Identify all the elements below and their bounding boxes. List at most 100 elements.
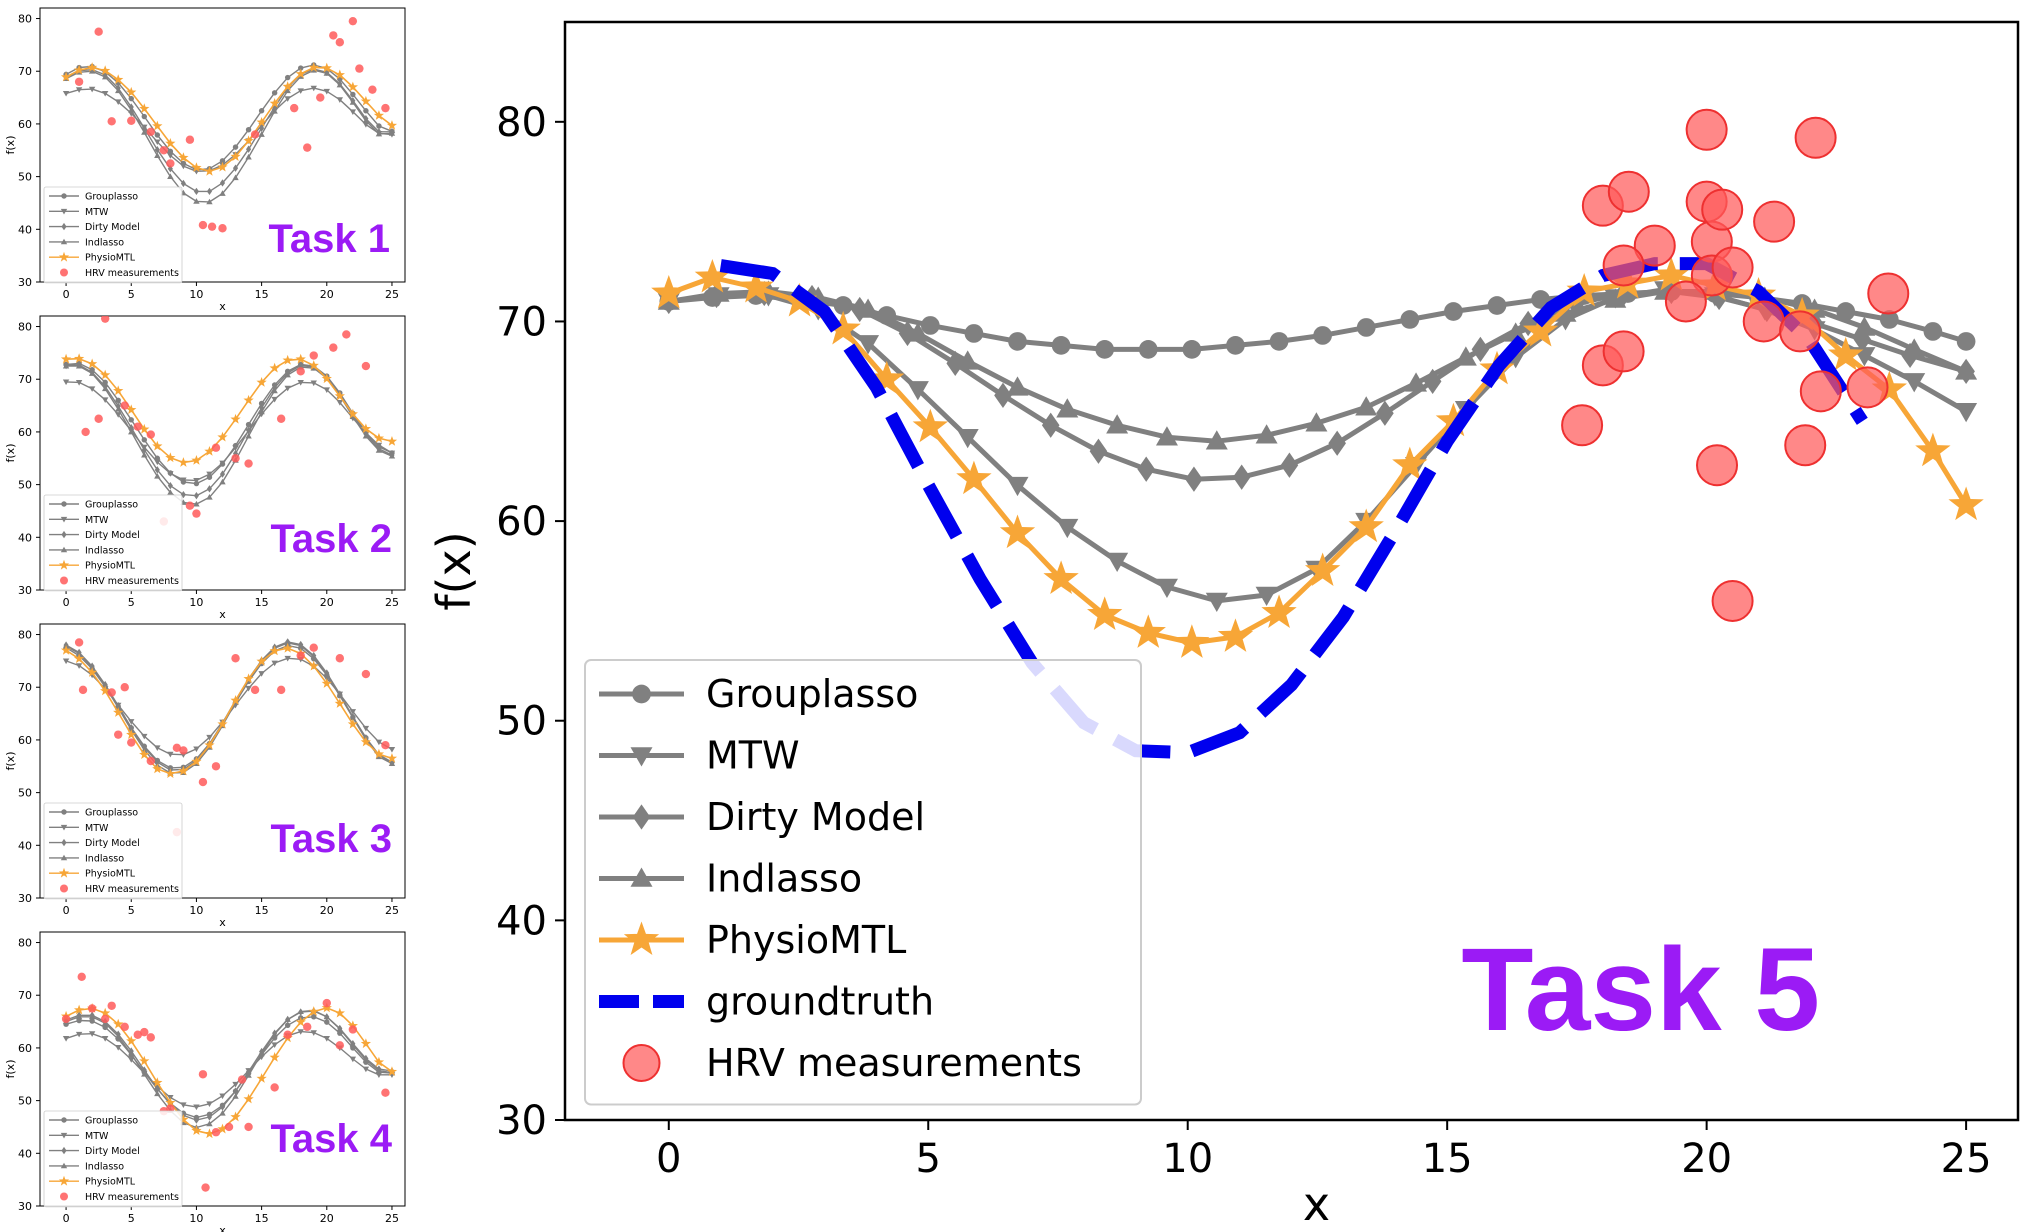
legend-marker	[61, 1117, 67, 1123]
legend-item-physiomtl: PhysioMTL	[599, 918, 906, 962]
x-tick-label: 5	[916, 1136, 941, 1182]
data-point	[1174, 624, 1210, 658]
hrv-point	[368, 85, 377, 94]
y-tick-label: 80	[18, 937, 32, 950]
legend-item-hrv-measurements: HRV measurements	[60, 1192, 179, 1203]
data-point	[259, 404, 265, 412]
legend-item-hrv-measurements: HRV measurements	[60, 884, 179, 895]
x-tick-label: 0	[63, 904, 70, 917]
hrv-point	[87, 1004, 97, 1013]
data-point	[362, 122, 370, 128]
data-point	[362, 1066, 370, 1073]
data-point	[193, 500, 200, 507]
hrv-point	[322, 998, 331, 1008]
data-point	[193, 187, 199, 196]
data-point	[1269, 332, 1289, 351]
data-point	[375, 1067, 383, 1073]
data-point	[245, 421, 252, 428]
legend-label: Grouplasso	[85, 808, 138, 819]
data-point	[167, 481, 173, 490]
data-point	[232, 1093, 239, 1099]
hrv-point	[127, 116, 136, 125]
data-point	[321, 1002, 332, 1013]
data-point	[115, 99, 122, 105]
data-point	[87, 358, 98, 369]
hrv-point	[237, 1075, 247, 1084]
y-tick-label: 80	[18, 629, 32, 642]
data-point	[204, 1128, 215, 1139]
legend-marker	[58, 559, 70, 570]
data-point	[1232, 464, 1251, 490]
data-point	[101, 397, 109, 403]
x-axis-label: x	[219, 300, 226, 313]
x-tick-label: 20	[320, 288, 334, 301]
data-point	[60, 353, 72, 364]
series-grouplasso	[63, 642, 395, 771]
data-point	[152, 1077, 163, 1088]
hrv-point	[120, 683, 129, 692]
y-tick-label: 70	[18, 681, 32, 694]
data-point	[308, 360, 319, 370]
series-hrv-measurements	[74, 638, 390, 837]
x-tick-label: 5	[128, 596, 135, 609]
data-point	[167, 489, 174, 495]
data-point	[128, 428, 135, 435]
series-physiomtl	[60, 642, 398, 779]
data-point	[375, 447, 383, 453]
series-hrv-measurements	[1561, 108, 1910, 622]
legend-item-indlasso: Indlasso	[49, 237, 124, 248]
x-axis-label: x	[219, 1224, 226, 1232]
data-point	[180, 179, 186, 188]
data-point	[857, 298, 880, 318]
x-axis-label: x	[219, 916, 226, 929]
series-grouplasso	[63, 62, 395, 173]
legend-marker	[58, 1175, 70, 1186]
data-point	[167, 153, 174, 159]
series-indlasso	[62, 66, 396, 205]
data-point	[323, 70, 330, 76]
hrv-point	[1602, 244, 1645, 287]
data-point	[1008, 332, 1027, 351]
data-point	[271, 1042, 278, 1048]
data-point	[62, 658, 70, 665]
hrv-point	[1794, 116, 1837, 159]
data-point	[1217, 618, 1254, 652]
data-point	[284, 74, 291, 81]
x-tick-label: 25	[1941, 1136, 1992, 1182]
data-point	[128, 107, 135, 113]
data-point	[323, 1013, 330, 1020]
data-point	[154, 1090, 161, 1097]
data-point	[101, 385, 109, 392]
data-point	[154, 466, 160, 474]
data-point	[324, 1019, 330, 1025]
y-tick-label: 70	[496, 299, 547, 345]
data-point	[297, 88, 304, 94]
data-point	[284, 371, 291, 378]
data-point	[258, 108, 265, 114]
legend-label: Grouplasso	[706, 672, 918, 716]
hrv-point	[1696, 444, 1739, 487]
data-point	[1828, 336, 1864, 371]
data-point	[256, 656, 267, 666]
data-point	[141, 451, 148, 458]
data-point	[297, 379, 304, 386]
data-point	[178, 152, 189, 163]
data-point	[1423, 368, 1442, 394]
data-point	[243, 1093, 254, 1104]
legend-item-hrv-measurements: HRV measurements	[60, 268, 179, 279]
data-point	[1348, 508, 1384, 543]
legend-item-grouplasso: Grouplasso	[49, 500, 138, 511]
data-point	[141, 1071, 148, 1077]
data-point	[230, 151, 241, 161]
data-point	[180, 1102, 187, 1109]
y-tick-label: 30	[18, 892, 32, 905]
x-axis-label: x	[219, 608, 226, 621]
legend-marker	[632, 804, 651, 830]
data-point	[152, 440, 163, 451]
x-tick-label: 25	[385, 904, 399, 917]
hrv-point	[146, 430, 156, 439]
data-point	[323, 1036, 330, 1042]
legend-marker	[60, 1162, 68, 1169]
data-point	[206, 187, 213, 196]
hrv-point	[146, 756, 156, 766]
